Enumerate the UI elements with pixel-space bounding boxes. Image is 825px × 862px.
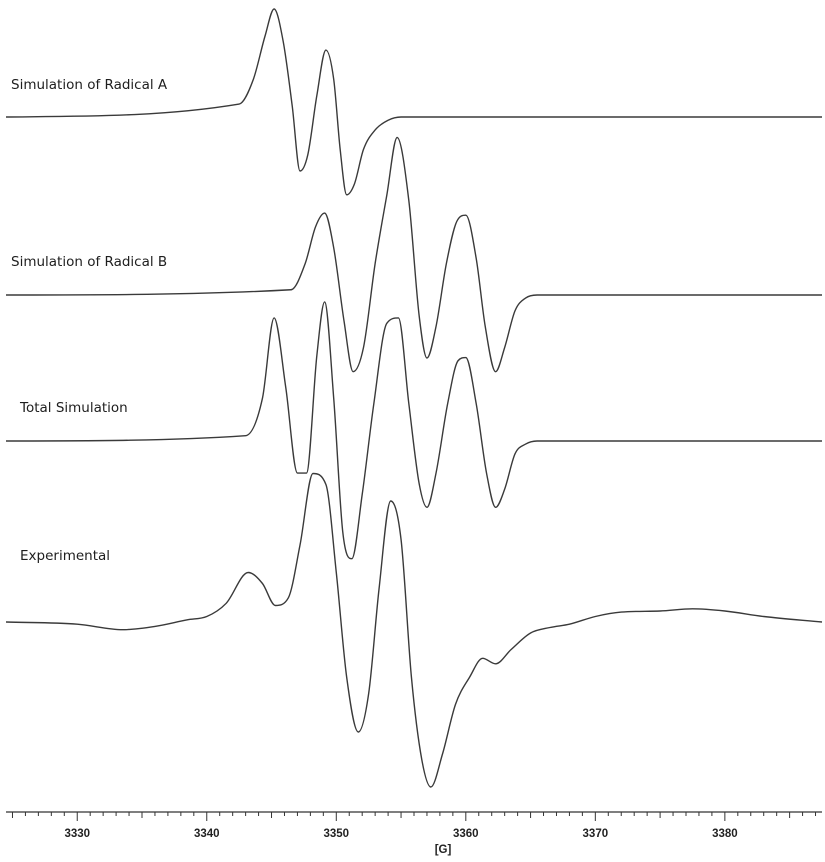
trace-simulation-of-radical-a — [5, 8, 822, 196]
x-axis: 3330 3340 3350 3360 3370 3380 [G] — [6, 811, 822, 856]
trace-label-total-simulation: Total Simulation — [19, 400, 128, 416]
trace-total-simulation — [5, 301, 822, 560]
trace-label-experimental: Experimental — [20, 548, 110, 564]
trace-simulation-of-radical-b — [5, 136, 822, 373]
x-tick-label: 3370 — [583, 828, 609, 840]
trace-label-simulation-of-radical-b: Simulation of Radical B — [11, 254, 167, 270]
trace-labels: Simulation of Radical A Simulation of Rad… — [11, 77, 168, 564]
x-tick-label: 3330 — [64, 828, 90, 840]
x-tick-label: 3340 — [194, 828, 220, 840]
spectrum-traces — [5, 8, 823, 788]
x-axis-title: [G] — [435, 844, 452, 856]
trace-label-simulation-of-radical-a: Simulation of Radical A — [11, 77, 168, 93]
x-tick-label: 3380 — [712, 828, 738, 840]
trace-experimental — [5, 472, 823, 788]
x-tick-label: 3360 — [453, 828, 479, 840]
x-tick-label: 3350 — [323, 828, 349, 840]
x-axis-ticks: 3330 3340 3350 3360 3370 3380 — [11, 812, 817, 840]
